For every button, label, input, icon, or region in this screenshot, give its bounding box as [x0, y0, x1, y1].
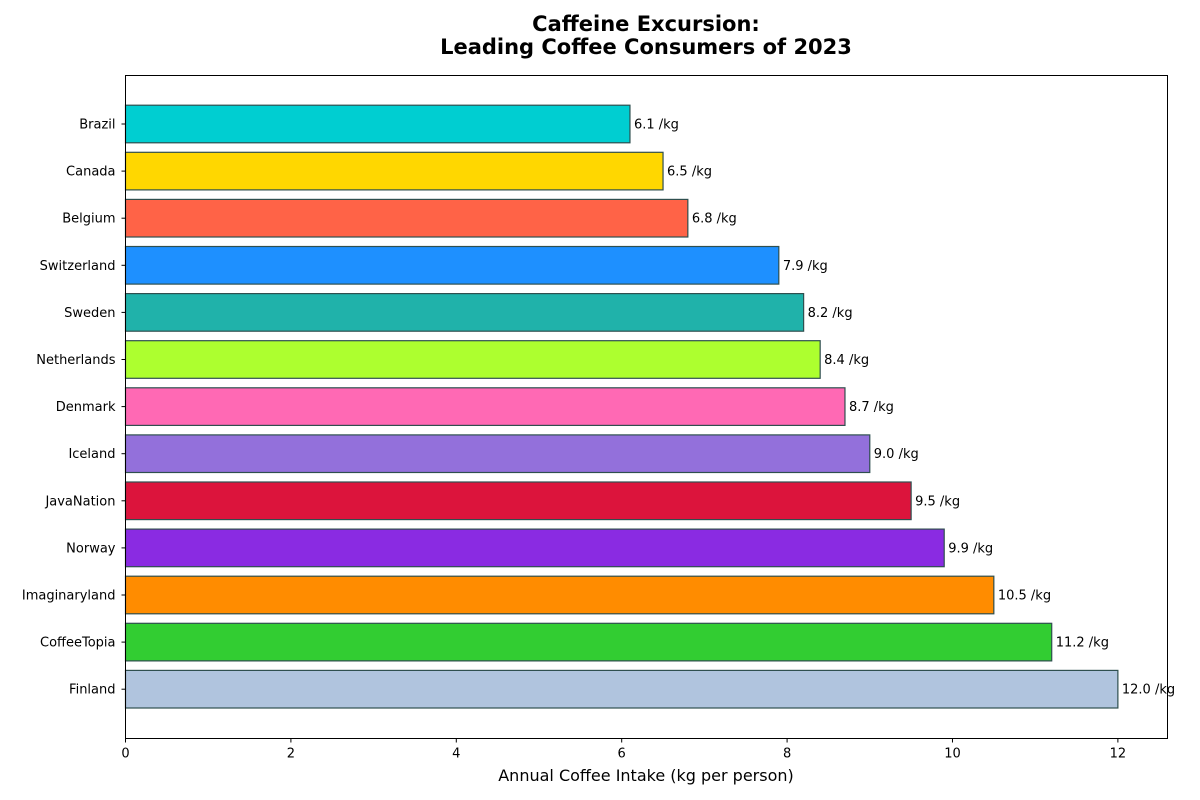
bar-finland — [124, 669, 1119, 709]
value-label-iceland: 9.0 /kg — [874, 447, 919, 462]
bar-iceland — [124, 434, 871, 474]
y-tick-label-belgium: Belgium — [62, 212, 115, 227]
chart-title-line-2: Leading Coffee Consumers of 2023 — [440, 35, 852, 59]
value-label-sweden: 8.2 /kg — [808, 306, 853, 321]
y-tick-label-iceland: Iceland — [68, 447, 115, 462]
y-tick-label-denmark: Denmark — [56, 400, 116, 415]
value-label-norway: 9.9 /kg — [948, 541, 993, 556]
y-tick-label-finland: Finland — [69, 683, 115, 698]
y-tick-label-canada: Canada — [66, 165, 115, 180]
bar-canada — [124, 151, 664, 191]
value-label-javanation: 9.5 /kg — [915, 494, 960, 509]
bar-denmark — [124, 387, 846, 426]
x-tick-label-8: 8 — [783, 747, 791, 762]
chart-title-line-1: Caffeine Excursion: — [532, 12, 760, 36]
x-tick-label-2: 2 — [287, 747, 295, 762]
bar-norway — [124, 528, 945, 568]
bars-group: 6.1 /kg 6.5 /kg 6.8 /kg 7.9 /kg 8.2 /kg 8.4 /… — [124, 104, 1175, 709]
value-label-finland: 12.0 /kg — [1122, 683, 1175, 698]
y-tick-label-javanation: JavaNation — [44, 494, 115, 509]
bar-javanation — [124, 481, 912, 521]
value-label-denmark: 8.7 /kg — [849, 400, 894, 415]
value-label-brazil: 6.1 /kg — [634, 118, 679, 133]
bar-switzerland — [124, 245, 780, 285]
y-tick-label-imaginaryland: Imaginaryland — [22, 589, 116, 604]
x-tick-label-6: 6 — [618, 747, 626, 762]
value-label-belgium: 6.8 /kg — [692, 212, 737, 227]
bar-coffeetopia — [124, 622, 1053, 662]
y-tick-label-coffeetopia: CoffeeTopia — [40, 636, 116, 651]
y-tick-label-brazil: Brazil — [79, 118, 115, 133]
value-label-canada: 6.5 /kg — [667, 165, 712, 180]
x-tick-label-10: 10 — [944, 747, 961, 762]
bar-netherlands — [124, 340, 821, 379]
value-label-imaginaryland: 10.5 /kg — [998, 589, 1051, 604]
y-tick-labels: Brazil Canada Belgium Switzerland Sweden Neth… — [22, 118, 126, 698]
value-label-coffeetopia: 11.2 /kg — [1056, 636, 1109, 651]
x-axis-label: Annual Coffee Intake (kg per person) — [498, 766, 794, 785]
y-tick-label-netherlands: Netherlands — [36, 353, 115, 368]
y-tick-label-switzerland: Switzerland — [40, 259, 116, 274]
bar-sweden — [124, 293, 805, 332]
x-ticks: 0 2 4 6 8 10 12 — [121, 738, 1127, 762]
bar-belgium — [124, 198, 689, 238]
bar-brazil — [124, 104, 631, 144]
x-tick-label-12: 12 — [1110, 747, 1127, 762]
y-tick-label-sweden: Sweden — [64, 306, 115, 321]
y-tick-label-norway: Norway — [66, 541, 116, 556]
bar-imaginaryland — [124, 575, 995, 615]
axes-frame — [125, 75, 1168, 739]
value-label-switzerland: 7.9 /kg — [783, 259, 828, 274]
x-tick-label-0: 0 — [121, 747, 129, 762]
x-tick-label-4: 4 — [452, 747, 460, 762]
value-label-netherlands: 8.4 /kg — [824, 353, 869, 368]
